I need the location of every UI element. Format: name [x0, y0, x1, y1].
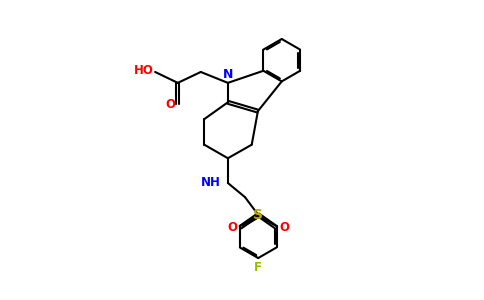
Text: O: O — [279, 220, 289, 234]
Text: NH: NH — [201, 176, 221, 189]
Text: O: O — [166, 98, 176, 111]
Text: N: N — [223, 68, 233, 80]
Text: O: O — [227, 220, 237, 234]
Text: F: F — [254, 261, 262, 274]
Text: S: S — [253, 208, 263, 222]
Text: HO: HO — [134, 64, 153, 77]
